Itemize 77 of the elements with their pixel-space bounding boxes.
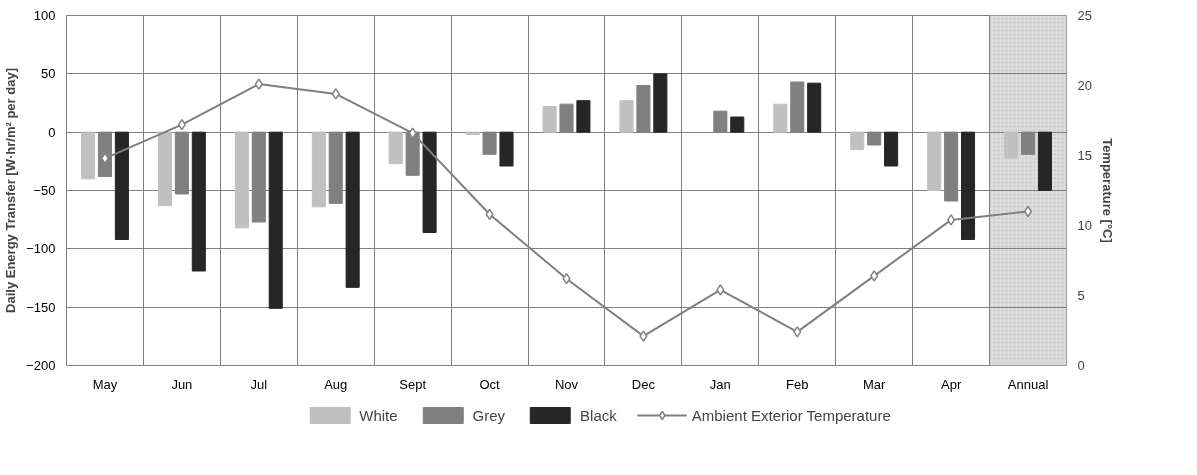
- x-tick-label: Jul: [250, 376, 268, 392]
- x-tick-label: Apr: [941, 376, 962, 392]
- bar: [388, 131, 403, 165]
- bar: [114, 131, 129, 240]
- bar: [328, 131, 343, 204]
- x-tick-label: Jan: [709, 376, 731, 392]
- y-tick-label: −100: [26, 241, 56, 257]
- bar: [499, 131, 514, 167]
- bar: [482, 131, 497, 155]
- bar: [867, 131, 882, 146]
- bar: [790, 81, 805, 133]
- point: [1023, 205, 1033, 218]
- legend-label: Ambient Exterior Temperature: [691, 406, 891, 424]
- bar: [807, 82, 822, 133]
- bar: [345, 131, 360, 288]
- bar: [542, 106, 557, 133]
- bar: [730, 116, 745, 133]
- point: [716, 284, 725, 296]
- bar: [713, 110, 728, 133]
- legend-label: White: [359, 406, 398, 424]
- bar: [961, 131, 976, 240]
- y-tick-label: 100: [33, 8, 56, 23]
- y2-tick-label: 0: [1077, 358, 1085, 373]
- bar: [465, 131, 480, 135]
- point: [639, 330, 648, 342]
- y-tick-label: 0: [48, 124, 56, 140]
- x-tick-label: Dec: [631, 376, 656, 392]
- bar: [944, 131, 959, 202]
- bar: [81, 131, 96, 180]
- y2-tick-label: 5: [1077, 288, 1085, 303]
- bar: [1021, 131, 1036, 155]
- bar: [619, 100, 634, 133]
- x-tick-label: Aug: [324, 376, 348, 392]
- legend-label: Black: [580, 406, 617, 424]
- y2-axis-title: Temperature [°C]: [1099, 138, 1115, 243]
- x-tick-label: May: [92, 376, 118, 392]
- bar: [268, 131, 283, 309]
- y-tick-label: 50: [41, 66, 56, 82]
- bar: [422, 131, 437, 233]
- bar: [773, 103, 788, 133]
- legend-label: Grey: [472, 406, 506, 424]
- x-tick-label: Annual: [1007, 376, 1049, 392]
- bar: [251, 131, 266, 223]
- y2-tick-label: 20: [1077, 78, 1092, 93]
- y2-tick-label: 10: [1077, 218, 1092, 233]
- bar: [311, 131, 326, 208]
- point: [947, 214, 956, 226]
- bar: [576, 100, 591, 133]
- y-axis-title: Daily Energy Transfer [W·hr/m² per day]: [3, 68, 19, 313]
- x-tick-label: Feb: [786, 376, 809, 392]
- bar: [234, 131, 249, 229]
- y2-tick-label: 25: [1077, 8, 1092, 23]
- bar: [653, 73, 668, 133]
- point: [331, 88, 340, 100]
- point: [793, 326, 802, 338]
- x-tick-label: Mar: [863, 376, 887, 392]
- y-tick-label: −150: [26, 299, 56, 315]
- point: [254, 78, 263, 90]
- x-tick-label: Sept: [399, 376, 427, 392]
- bar: [1004, 131, 1019, 159]
- bar: [559, 103, 574, 133]
- bar: [157, 131, 172, 207]
- x-tick-label: Jun: [171, 376, 193, 392]
- x-tick-label: Nov: [554, 376, 579, 392]
- point: [870, 270, 879, 282]
- bar: [405, 131, 420, 176]
- bar: [636, 85, 651, 133]
- y2-tick-label: 15: [1077, 148, 1092, 163]
- x-tick-label: Oct: [479, 376, 501, 392]
- bar: [927, 131, 942, 191]
- bar: [884, 131, 899, 167]
- bar: [191, 131, 206, 272]
- bar: [174, 131, 189, 195]
- bar: [1037, 131, 1052, 191]
- bar: [850, 131, 865, 151]
- y-tick-label: −50: [33, 183, 56, 198]
- y-tick-label: −200: [26, 358, 56, 373]
